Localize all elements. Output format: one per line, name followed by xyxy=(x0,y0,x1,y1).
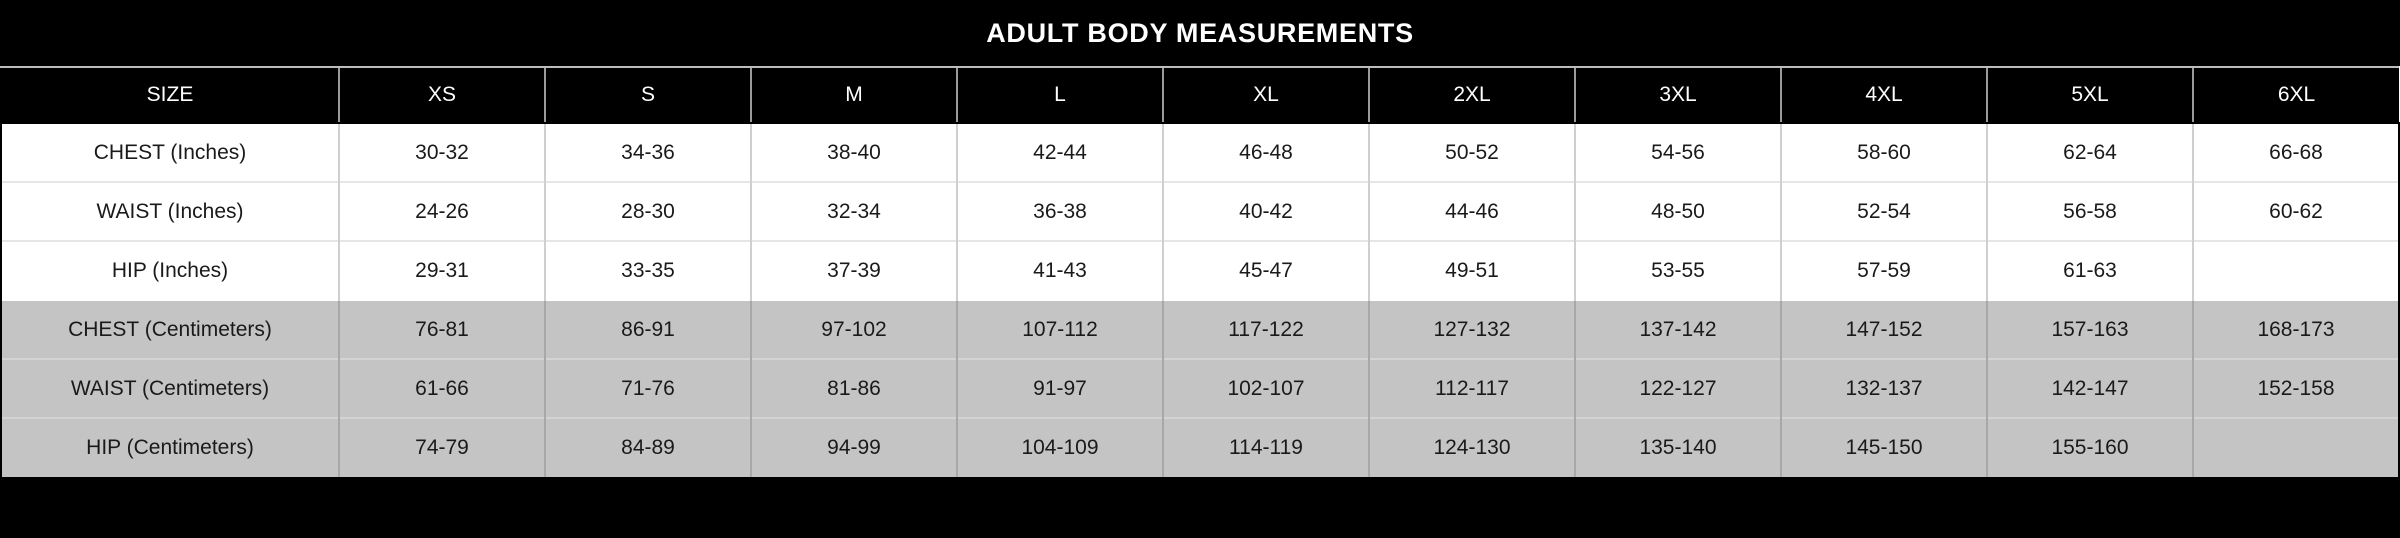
header-row: SIZE XS S M L XL 2XL 3XL 4XL 5XL 6XL xyxy=(0,66,2399,124)
measurement-cell: 34-36 xyxy=(544,122,751,182)
measurement-cell: 114-119 xyxy=(1162,417,1369,477)
measurement-cell: 66-68 xyxy=(2192,122,2400,182)
measurement-cell: 71-76 xyxy=(544,358,751,418)
table-header: SIZE XS S M L XL 2XL 3XL 4XL 5XL 6XL xyxy=(0,66,2399,124)
column-header-3xl: 3XL xyxy=(1574,66,1781,124)
measurements-table: SIZE XS S M L XL 2XL 3XL 4XL 5XL 6XL CHEST (Inches… xyxy=(0,66,2400,477)
row-label: CHEST (Centimeters) xyxy=(0,299,339,359)
row-label: CHEST (Inches) xyxy=(0,122,339,182)
measurement-cell: 44-46 xyxy=(1368,181,1575,241)
measurement-cell: 97-102 xyxy=(750,299,957,359)
measurement-cell: 50-52 xyxy=(1368,122,1575,182)
measurement-cell: 62-64 xyxy=(1986,122,2193,182)
measurement-cell: 102-107 xyxy=(1162,358,1369,418)
measurement-cell: 53-55 xyxy=(1574,240,1781,300)
column-header-5xl: 5XL xyxy=(1986,66,2193,124)
measurement-cell: 61-63 xyxy=(1986,240,2193,300)
measurement-cell: 40-42 xyxy=(1162,181,1369,241)
measurement-cell: 48-50 xyxy=(1574,181,1781,241)
column-header-m: M xyxy=(750,66,957,124)
measurement-cell: 117-122 xyxy=(1162,299,1369,359)
measurement-cell: 37-39 xyxy=(750,240,957,300)
measurement-cell: 91-97 xyxy=(956,358,1163,418)
measurement-cell: 58-60 xyxy=(1780,122,1987,182)
measurement-cell: 155-160 xyxy=(1986,417,2193,477)
measurement-cell: 33-35 xyxy=(544,240,751,300)
table-row: WAIST (Centimeters) 61-66 71-76 81-86 91-97 1… xyxy=(0,358,2400,418)
measurement-cell: 94-99 xyxy=(750,417,957,477)
table-row: CHEST (Centimeters) 76-81 86-91 97-102 107-1… xyxy=(0,299,2400,359)
measurement-cell: 124-130 xyxy=(1368,417,1575,477)
measurement-cell: 76-81 xyxy=(338,299,545,359)
measurement-cell: 168-173 xyxy=(2192,299,2400,359)
measurement-cell: 54-56 xyxy=(1574,122,1781,182)
measurement-cell: 61-66 xyxy=(338,358,545,418)
row-label: HIP (Inches) xyxy=(0,240,339,300)
column-header-2xl: 2XL xyxy=(1368,66,1575,124)
column-header-6xl: 6XL xyxy=(2192,66,2399,124)
column-header-size: SIZE xyxy=(0,66,339,124)
measurement-cell: 145-150 xyxy=(1780,417,1987,477)
measurement-cell xyxy=(2192,240,2400,300)
table-row: CHEST (Inches) 30-32 34-36 38-40 42-44 46-48 5… xyxy=(0,122,2400,182)
measurement-cell: 142-147 xyxy=(1986,358,2193,418)
row-label: WAIST (Inches) xyxy=(0,181,339,241)
table-row: HIP (Inches) 29-31 33-35 37-39 41-43 45-47 49-… xyxy=(0,240,2400,300)
measurement-cell: 112-117 xyxy=(1368,358,1575,418)
row-label: HIP (Centimeters) xyxy=(0,417,339,477)
measurement-cell: 41-43 xyxy=(956,240,1163,300)
column-header-xl: XL xyxy=(1162,66,1369,124)
measurement-cell: 56-58 xyxy=(1986,181,2193,241)
measurement-cell: 24-26 xyxy=(338,181,545,241)
column-header-xs: XS xyxy=(338,66,545,124)
page-title: ADULT BODY MEASUREMENTS xyxy=(986,17,1414,48)
measurement-cell: 46-48 xyxy=(1162,122,1369,182)
measurement-cell: 74-79 xyxy=(338,417,545,477)
measurement-cell: 36-38 xyxy=(956,181,1163,241)
title-banner: ADULT BODY MEASUREMENTS xyxy=(0,0,2400,66)
measurement-cell: 38-40 xyxy=(750,122,957,182)
measurement-cell: 57-59 xyxy=(1780,240,1987,300)
measurement-cell: 132-137 xyxy=(1780,358,1987,418)
row-label: WAIST (Centimeters) xyxy=(0,358,339,418)
measurement-cell: 107-112 xyxy=(956,299,1163,359)
column-header-l: L xyxy=(956,66,1163,124)
measurement-cell xyxy=(2192,417,2400,477)
measurement-cell: 122-127 xyxy=(1574,358,1781,418)
measurement-cell: 84-89 xyxy=(544,417,751,477)
measurement-cell: 45-47 xyxy=(1162,240,1369,300)
measurement-cell: 29-31 xyxy=(338,240,545,300)
table-row: WAIST (Inches) 24-26 28-30 32-34 36-38 40-42 4… xyxy=(0,181,2400,241)
column-header-s: S xyxy=(544,66,751,124)
table-row: HIP (Centimeters) 74-79 84-89 94-99 104-109 1… xyxy=(0,417,2400,477)
column-header-4xl: 4XL xyxy=(1780,66,1987,124)
measurement-cell: 135-140 xyxy=(1574,417,1781,477)
measurement-cell: 42-44 xyxy=(956,122,1163,182)
measurement-cell: 147-152 xyxy=(1780,299,1987,359)
measurement-cell: 52-54 xyxy=(1780,181,1987,241)
measurement-cell: 32-34 xyxy=(750,181,957,241)
measurement-cell: 137-142 xyxy=(1574,299,1781,359)
measurement-cell: 60-62 xyxy=(2192,181,2400,241)
measurement-cell: 104-109 xyxy=(956,417,1163,477)
table-body: CHEST (Inches) 30-32 34-36 38-40 42-44 46-48 5… xyxy=(0,122,2400,477)
measurement-cell: 127-132 xyxy=(1368,299,1575,359)
measurement-cell: 30-32 xyxy=(338,122,545,182)
measurement-cell: 81-86 xyxy=(750,358,957,418)
measurement-cell: 152-158 xyxy=(2192,358,2400,418)
measurement-cell: 28-30 xyxy=(544,181,751,241)
measurement-cell: 49-51 xyxy=(1368,240,1575,300)
measurement-cell: 157-163 xyxy=(1986,299,2193,359)
measurement-cell: 86-91 xyxy=(544,299,751,359)
